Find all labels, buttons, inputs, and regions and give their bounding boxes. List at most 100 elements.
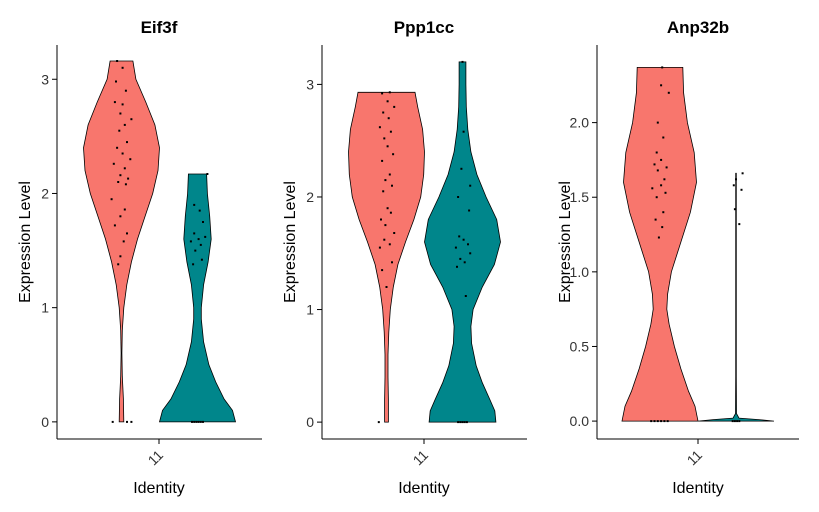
panel-anp32b: Anp32b 0.0 0.5 1.0 1.5 2.0 11 Identity Expre… — [557, 18, 799, 497]
data-point — [463, 421, 466, 424]
y-tick-label: 1 — [41, 300, 49, 316]
data-point — [193, 203, 196, 206]
data-point — [655, 151, 658, 154]
data-point — [121, 103, 124, 106]
data-point — [456, 265, 458, 268]
x-tick-label: 11 — [410, 447, 432, 469]
data-point — [377, 421, 380, 424]
data-point — [665, 166, 668, 169]
data-point — [660, 420, 663, 423]
data-point — [112, 162, 115, 165]
data-point — [656, 121, 659, 124]
y-tick-label: 1.5 — [570, 189, 590, 205]
panel-title: Anp32b — [667, 18, 729, 37]
data-point — [381, 159, 384, 162]
data-point — [122, 240, 125, 243]
data-point — [202, 221, 204, 223]
data-point — [661, 66, 664, 69]
y-tick-label: 3 — [41, 71, 49, 87]
violins — [348, 61, 501, 423]
data-point — [119, 255, 122, 258]
data-point — [197, 420, 200, 423]
data-points — [650, 66, 744, 423]
data-point — [391, 184, 393, 187]
data-point — [126, 141, 128, 144]
data-point — [189, 240, 192, 243]
data-point — [384, 224, 387, 227]
data-point — [380, 218, 382, 221]
data-point — [378, 246, 381, 249]
data-point — [121, 66, 124, 69]
data-point — [459, 257, 462, 260]
data-point — [738, 420, 741, 423]
data-point — [654, 218, 657, 221]
data-point — [460, 167, 463, 170]
data-point — [124, 183, 127, 186]
data-point — [126, 232, 128, 235]
x-axis-title: Identity — [133, 480, 185, 497]
data-point — [663, 178, 666, 181]
data-point — [116, 60, 119, 62]
data-point — [388, 173, 391, 176]
panel-ppp1cc: Ppp1cc 0 1 2 3 11 Identity Expression Level — [282, 18, 527, 497]
data-point — [126, 420, 128, 423]
data-point — [666, 420, 669, 423]
data-point — [119, 215, 122, 218]
data-point — [664, 191, 667, 194]
data-point — [123, 167, 126, 170]
data-point — [660, 184, 663, 187]
x-tick-label: 11 — [684, 447, 706, 469]
data-point — [386, 100, 389, 103]
data-point — [129, 158, 132, 161]
data-point — [381, 92, 384, 95]
y-tick-label: 0.0 — [570, 413, 590, 429]
data-point — [731, 420, 734, 423]
data-point — [381, 269, 384, 272]
data-point — [191, 420, 193, 423]
data-point — [459, 421, 462, 424]
y-axis-title: Expression Level — [557, 181, 574, 303]
panel-title: Ppp1cc — [394, 18, 454, 37]
violin-2 — [697, 172, 775, 422]
data-point — [662, 136, 665, 139]
y-tick-label: 3 — [306, 76, 314, 92]
panel-eif3f: Eif3f 0 1 2 3 11 Identity Expression Level — [17, 18, 262, 497]
data-point — [195, 420, 198, 423]
y-axis-title: Expression Level — [17, 181, 34, 303]
data-point — [117, 263, 120, 266]
data-point — [121, 152, 124, 155]
data-point — [653, 163, 656, 166]
data-point — [124, 89, 127, 92]
data-point — [656, 169, 659, 172]
y-tick-label: 0.5 — [570, 338, 590, 354]
data-point — [113, 101, 116, 104]
data-point — [733, 420, 736, 423]
data-point — [457, 421, 460, 424]
data-point — [200, 258, 203, 261]
data-point — [193, 232, 196, 235]
y-tick-label: 0 — [41, 414, 49, 430]
data-point — [462, 238, 465, 241]
data-point — [469, 252, 472, 255]
y-tick-label: 0 — [306, 414, 314, 430]
violins — [83, 60, 237, 423]
data-point — [192, 263, 195, 266]
data-point — [382, 111, 385, 114]
data-point — [463, 261, 466, 264]
data-point — [388, 243, 391, 246]
data-point — [386, 145, 389, 148]
x-tick-label: 11 — [145, 447, 167, 469]
y-axis-ticks: 0 1 2 3 — [41, 71, 57, 430]
data-point — [385, 286, 388, 288]
data-point — [454, 246, 457, 249]
data-point — [651, 187, 654, 190]
data-point — [199, 243, 202, 246]
x-axis-title: Identity — [672, 480, 724, 497]
data-point — [383, 137, 386, 140]
data-point — [119, 174, 122, 177]
panel-title: Eif3f — [141, 18, 178, 37]
violin-2 — [158, 173, 237, 423]
data-point — [735, 178, 737, 181]
violin-1 — [83, 60, 160, 423]
data-point — [117, 181, 120, 183]
